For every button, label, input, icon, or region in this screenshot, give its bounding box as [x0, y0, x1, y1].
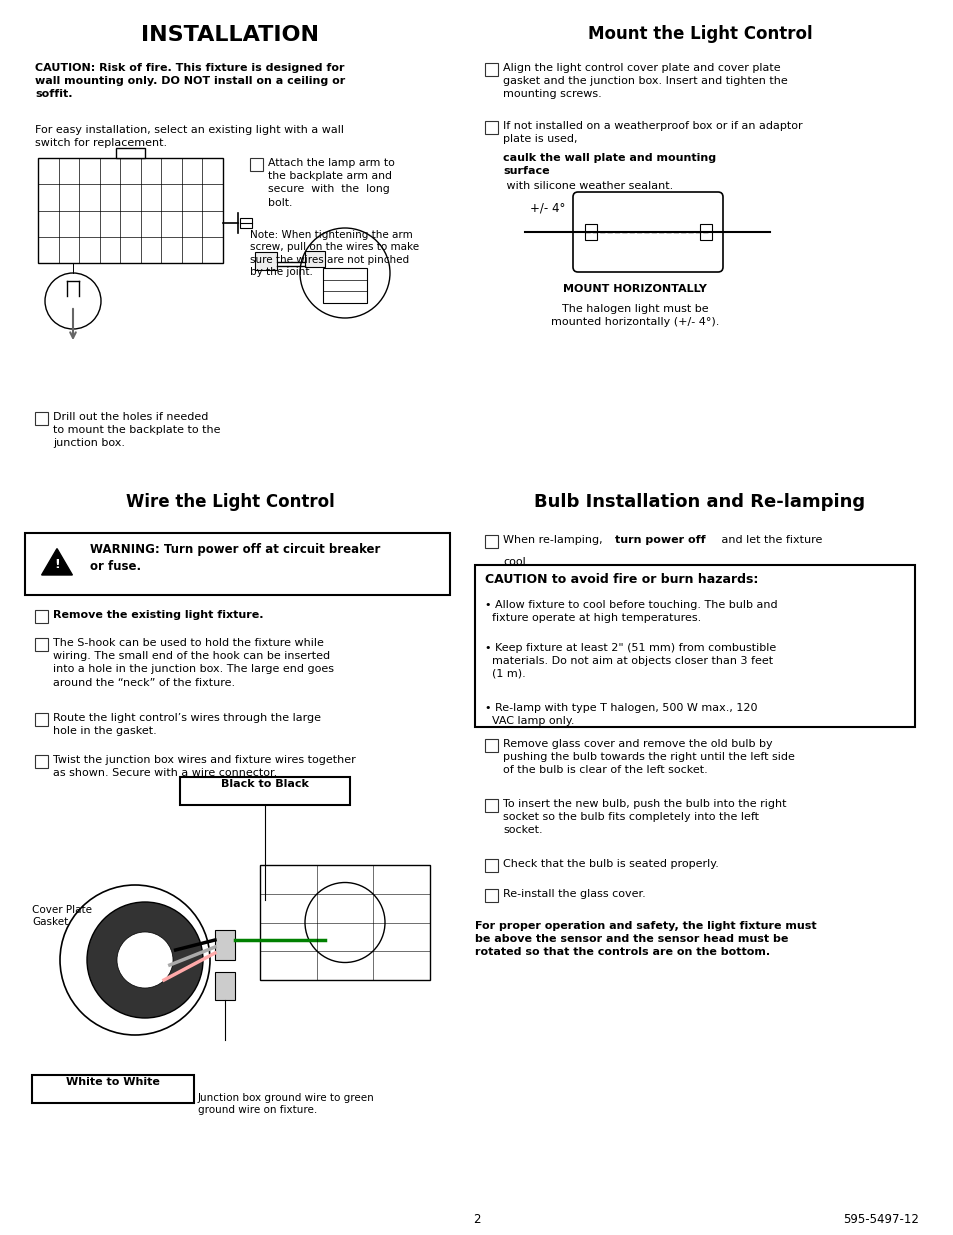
Text: 595-5497-12: 595-5497-12	[842, 1213, 918, 1226]
Bar	[700, 224, 711, 240]
Bar	[260, 864, 430, 981]
Bar	[38, 158, 223, 263]
Bar	[323, 268, 367, 303]
Bar	[35, 755, 48, 768]
Text: CAUTION to avoid fire or burn hazards:: CAUTION to avoid fire or burn hazards:	[484, 573, 758, 585]
Text: If not installed on a weatherproof box or if an adaptor
plate is used,: If not installed on a weatherproof box o…	[502, 121, 801, 144]
Circle shape	[117, 932, 172, 988]
Bar	[475, 564, 914, 727]
Text: Remove glass cover and remove the old bulb by
pushing the bulb towards the right: Remove glass cover and remove the old bu…	[502, 739, 794, 776]
Text: Black to Black: Black to Black	[221, 779, 309, 789]
Text: • Re-lamp with type T halogen, 500 W max., 120
  VAC lamp only.: • Re-lamp with type T halogen, 500 W max…	[484, 703, 757, 726]
Text: CAUTION: Risk of fire. This fixture is designed for
wall mounting only. DO NOT i: CAUTION: Risk of fire. This fixture is d…	[35, 63, 345, 99]
Text: turn power off: turn power off	[615, 535, 705, 545]
Polygon shape	[42, 548, 72, 576]
Bar	[240, 219, 252, 228]
Bar	[484, 121, 497, 135]
Bar	[305, 251, 325, 267]
Text: Align the light control cover plate and cover plate
gasket and the junction box.: Align the light control cover plate and …	[502, 63, 787, 99]
Text: Bulb Installation and Re-lamping: Bulb Installation and Re-lamping	[534, 493, 864, 511]
Bar	[250, 158, 263, 170]
Text: For proper operation and safety, the light fixture must
be above the sensor and : For proper operation and safety, the lig…	[475, 921, 816, 957]
Bar	[484, 889, 497, 902]
Bar	[484, 739, 497, 752]
Text: To insert the new bulb, push the bulb into the right
socket so the bulb fits com: To insert the new bulb, push the bulb in…	[502, 799, 785, 835]
Text: cool.: cool.	[502, 557, 529, 567]
Text: Check that the bulb is seated properly.: Check that the bulb is seated properly.	[502, 860, 719, 869]
Text: Junction box ground wire to green
ground wire on fixture.: Junction box ground wire to green ground…	[198, 1093, 375, 1115]
Text: • Keep fixture at least 2" (51 mm) from combustible
  materials. Do not aim at o: • Keep fixture at least 2" (51 mm) from …	[484, 643, 776, 678]
Text: !: !	[54, 558, 60, 572]
Text: Mount the Light Control: Mount the Light Control	[587, 25, 811, 43]
Bar	[484, 63, 497, 77]
Text: caulk the wall plate and mounting
surface: caulk the wall plate and mounting surfac…	[502, 153, 716, 177]
Text: Wire the Light Control: Wire the Light Control	[126, 493, 334, 511]
Bar	[254, 252, 276, 270]
Bar	[214, 972, 234, 1000]
Text: For easy installation, select an existing light with a wall
switch for replaceme: For easy installation, select an existin…	[35, 125, 344, 148]
Text: MOUNT HORIZONTALLY: MOUNT HORIZONTALLY	[562, 284, 706, 294]
Text: WARNING: Turn power off at circuit breaker
or fuse.: WARNING: Turn power off at circuit break…	[90, 543, 380, 573]
Bar	[25, 534, 450, 595]
Bar	[35, 638, 48, 651]
Text: White to White: White to White	[66, 1077, 160, 1087]
Bar	[584, 224, 597, 240]
Text: with silicone weather sealant.: with silicone weather sealant.	[502, 182, 673, 191]
Text: +/- 4°: +/- 4°	[530, 201, 565, 214]
FancyBboxPatch shape	[573, 191, 722, 272]
Text: Remove the existing light fixture.: Remove the existing light fixture.	[53, 610, 263, 620]
Text: and let the fixture: and let the fixture	[718, 535, 821, 545]
Text: 2: 2	[473, 1213, 480, 1226]
Text: Attach the lamp arm to
the backplate arm and
secure  with  the  long
bolt.: Attach the lamp arm to the backplate arm…	[268, 158, 395, 207]
Text: Note: When tightening the arm
screw, pull on the wires to make
sure the wires ar: Note: When tightening the arm screw, pul…	[250, 230, 418, 277]
Bar	[115, 148, 145, 158]
Bar	[35, 412, 48, 425]
Text: Route the light control’s wires through the large
hole in the gasket.: Route the light control’s wires through …	[53, 713, 320, 736]
Bar	[32, 1074, 193, 1103]
Bar	[35, 610, 48, 622]
Text: Twist the junction box wires and fixture wires together
as shown. Secure with a : Twist the junction box wires and fixture…	[53, 755, 355, 778]
Bar	[214, 930, 234, 960]
Text: Re-install the glass cover.: Re-install the glass cover.	[502, 889, 645, 899]
Bar	[35, 713, 48, 726]
Text: Drill out the holes if needed
to mount the backplate to the
junction box.: Drill out the holes if needed to mount t…	[53, 412, 220, 448]
Bar	[484, 799, 497, 811]
Text: When re-lamping,: When re-lamping,	[502, 535, 605, 545]
Bar	[484, 860, 497, 872]
Text: • Allow fixture to cool before touching. The bulb and
  fixture operate at high : • Allow fixture to cool before touching.…	[484, 600, 777, 622]
Text: INSTALLATION: INSTALLATION	[141, 25, 318, 44]
Text: The S-hook can be used to hold the fixture while
wiring. The small end of the ho: The S-hook can be used to hold the fixtu…	[53, 638, 334, 688]
Text: Cover Plate
Gasket: Cover Plate Gasket	[32, 905, 91, 927]
Bar	[484, 535, 497, 548]
Text: The halogen light must be
mounted horizontally (+/- 4°).: The halogen light must be mounted horizo…	[550, 304, 719, 327]
Bar	[180, 777, 350, 805]
Circle shape	[87, 902, 203, 1018]
